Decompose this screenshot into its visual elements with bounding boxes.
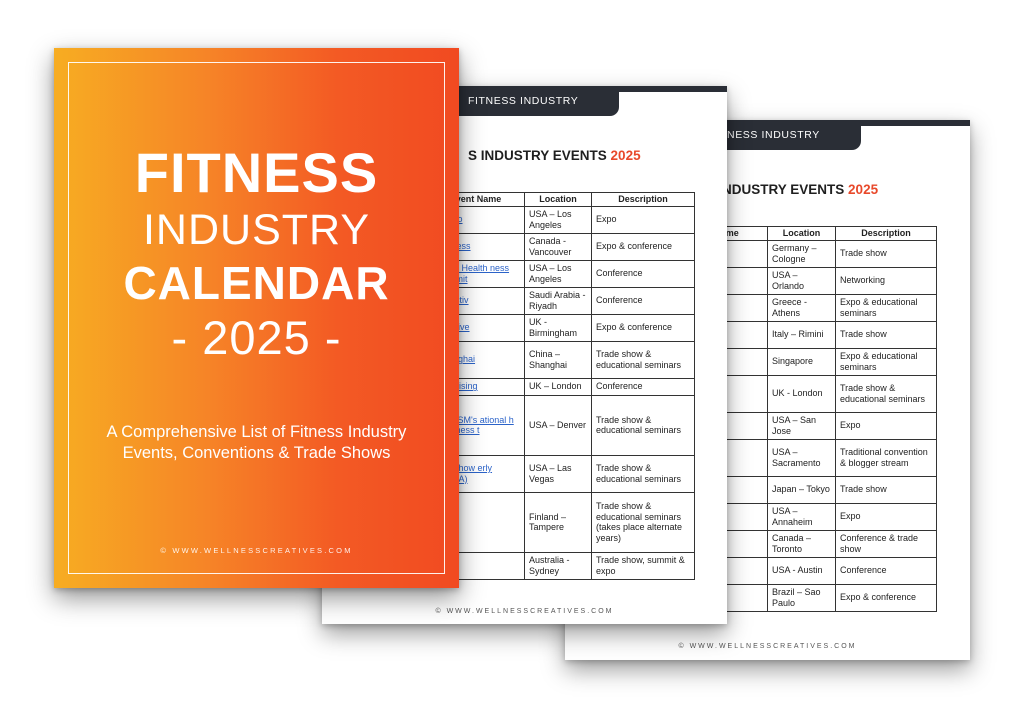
event-location: Singapore xyxy=(767,347,836,376)
event-description: Expo & educational seminars xyxy=(835,347,937,376)
heading-year: 2025 xyxy=(610,148,641,163)
heading-text: NDUSTRY EVENTS xyxy=(722,182,845,197)
event-location: USA – Sacramento xyxy=(767,438,836,477)
table-row: ected Health ness SummitUSA – Los Angele… xyxy=(432,259,695,288)
event-location: USA – Orlando xyxy=(767,266,836,295)
column-header-location: Location xyxy=(524,192,592,207)
event-description: Trade show, summit & expo xyxy=(591,551,695,580)
table-header-row: vent Name Location Description xyxy=(432,192,695,207)
event-location: USA – Las Vegas xyxy=(524,454,592,493)
event-location: China – Shanghai xyxy=(524,340,592,379)
cover-title-fitness: FITNESS xyxy=(134,141,379,204)
event-description: Trade show & educational seminars xyxy=(835,374,937,413)
event-description: Conference xyxy=(591,259,695,288)
heading-text: S INDUSTRY EVENTS xyxy=(468,148,607,163)
event-description: Trade show xyxy=(835,239,937,268)
event-location: USA – Los Angeles xyxy=(524,205,592,234)
cover-border xyxy=(68,62,445,574)
event-location: Canada - Vancouver xyxy=(524,232,592,261)
header-bar xyxy=(861,120,970,126)
event-location: Brazil – Sao Paulo xyxy=(767,583,836,612)
event-location: Canada – Toronto xyxy=(767,529,836,558)
event-description: Traditional convention & blogger stream xyxy=(835,438,937,477)
event-location: UK - London xyxy=(767,374,836,413)
event-description: Expo xyxy=(591,205,695,234)
event-location: USA – Annaheim xyxy=(767,502,836,531)
cover-title-calendar: CALENDAR xyxy=(123,257,390,309)
event-location: Saudi Arabia - Riyadh xyxy=(524,286,592,315)
event-location: Germany – Cologne xyxy=(767,239,836,268)
event-location: USA – San Jose xyxy=(767,411,836,440)
column-header-description: Description xyxy=(835,226,937,241)
event-location: Finland – Tampere xyxy=(524,491,592,553)
page-heading: NDUSTRY EVENTS 2025 xyxy=(722,182,878,197)
page-heading: S INDUSTRY EVENTS 2025 xyxy=(468,148,641,163)
event-description: Expo & conference xyxy=(591,313,695,342)
event-location: UK – London xyxy=(524,377,592,396)
event-description: Conference xyxy=(591,377,695,396)
heading-year: 2025 xyxy=(848,182,879,197)
column-header-description: Description xyxy=(591,192,695,207)
page-footer: © WWW.WELLNESSCREATIVES.COM xyxy=(678,643,857,650)
event-location: USA - Austin xyxy=(767,556,836,585)
event-description: Conference & trade show xyxy=(835,529,937,558)
event-description: Trade show xyxy=(835,320,937,349)
event-description: Conference xyxy=(591,286,695,315)
cover-subtitle: A Comprehensive List of Fitness Industry… xyxy=(106,423,407,462)
cover-footer: © WWW.WELLNESSCREATIVES.COM xyxy=(160,546,353,555)
cover-page: FITNESS INDUSTRY CALENDAR - 2025 - A Com… xyxy=(54,48,459,588)
table-row: IFA Show erly IHRSA)USA – Las VegasTrade… xyxy=(432,454,695,493)
event-location: UK - Birmingham xyxy=(524,313,592,342)
event-description: Trade show xyxy=(835,475,937,504)
event-description: Conference xyxy=(835,556,937,585)
event-description: Trade show & educational seminars xyxy=(591,454,695,493)
column-header-location: Location xyxy=(767,226,836,241)
event-description: Expo xyxy=(835,502,937,531)
event-location: Italy – Rimini xyxy=(767,320,836,349)
event-location: USA – Denver xyxy=(524,394,592,456)
event-description: Expo & educational seminars xyxy=(835,293,937,322)
page-footer: © WWW.WELLNESSCREATIVES.COM xyxy=(435,608,614,615)
event-description: Expo & conference xyxy=(591,232,695,261)
event-description: Trade show & educational seminars xyxy=(591,340,695,379)
event-description: Expo xyxy=(835,411,937,440)
event-description: Trade show & educational seminars xyxy=(591,394,695,456)
cover-title-year: - 2025 - xyxy=(171,311,342,364)
event-description: Expo & conference xyxy=(835,583,937,612)
header-bar xyxy=(619,86,727,92)
event-location: Greece - Athens xyxy=(767,293,836,322)
event-description: Trade show & educational seminars (takes… xyxy=(591,491,695,553)
event-description: Networking xyxy=(835,266,937,295)
event-location: Japan – Tokyo xyxy=(767,475,836,504)
event-location: Australia - Sydney xyxy=(524,551,592,580)
cover-title-industry: INDUSTRY xyxy=(142,206,370,254)
events-table: vent Name Location Description t ExpoUSA… xyxy=(432,192,695,580)
event-location: USA – Los Angeles xyxy=(524,259,592,288)
